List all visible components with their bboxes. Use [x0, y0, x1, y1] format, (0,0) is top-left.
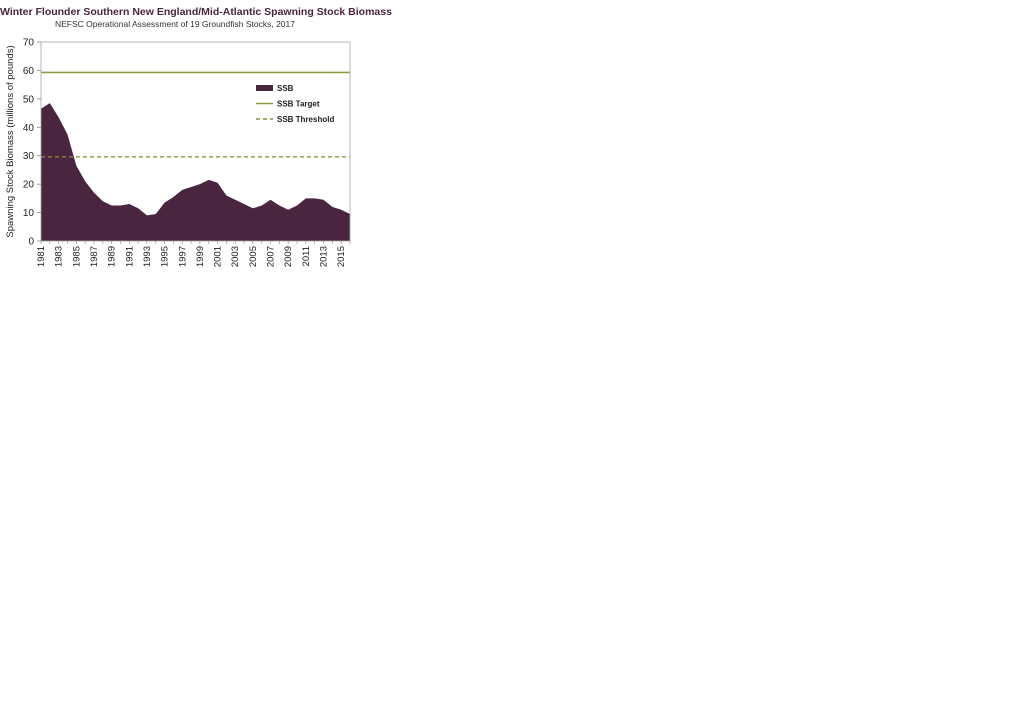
x-tick-label-1991: 1991: [124, 246, 135, 267]
y-tick-label-30: 30: [23, 151, 35, 162]
ssb-point-1997: [182, 189, 183, 190]
x-tick-label-1997: 1997: [177, 246, 188, 267]
ssb-point-1994: [155, 213, 156, 214]
x-tick-label-2015: 2015: [336, 246, 347, 267]
ssb-point-1993: [146, 215, 147, 216]
ssb-point-2011: [305, 198, 306, 199]
ssb-point-2014: [332, 206, 333, 207]
ssb-point-1986: [85, 181, 86, 182]
ssb-point-1991: [129, 204, 130, 205]
legend-label-ssb: SSB: [277, 84, 294, 93]
x-tick-label-1983: 1983: [54, 246, 65, 267]
ssb-point-1983: [58, 117, 59, 118]
x-tick-label-2007: 2007: [266, 246, 277, 267]
x-tick-label-2005: 2005: [248, 246, 259, 267]
ssb-point-1998: [191, 186, 192, 187]
y-tick-label-70: 70: [23, 38, 35, 49]
ssb-point-1989: [111, 205, 112, 206]
ssb-point-2009: [288, 209, 289, 210]
ssb-point-2012: [314, 198, 315, 199]
ssb-point-1999: [199, 184, 200, 185]
chart-title: Winter Flounder Southern New England/Mid…: [0, 6, 392, 18]
ssb-point-2004: [244, 204, 245, 205]
y-tick-label-60: 60: [23, 66, 35, 77]
x-tick-label-1993: 1993: [142, 246, 153, 267]
ssb-point-1990: [120, 205, 121, 206]
ssb-point-1982: [49, 103, 50, 104]
ssb-point-1985: [76, 165, 77, 166]
x-tick-label-2011: 2011: [301, 246, 312, 266]
x-tick-label-1985: 1985: [71, 246, 82, 267]
ssb-point-2010: [297, 205, 298, 206]
y-tick-label-0: 0: [28, 237, 34, 248]
y-tick-label-10: 10: [23, 208, 35, 219]
x-tick-label-2001: 2001: [213, 246, 224, 267]
x-tick-label-2009: 2009: [283, 246, 294, 267]
x-tick-label-2003: 2003: [230, 246, 241, 267]
legend-label-ssb-threshold: SSB Threshold: [277, 115, 334, 124]
ssb-point-2005: [252, 208, 253, 209]
x-tick-label-1989: 1989: [107, 246, 118, 267]
x-tick-label-1987: 1987: [89, 246, 100, 267]
ssb-point-1984: [67, 134, 68, 135]
ssb-point-2013: [323, 199, 324, 200]
ssb-point-1987: [93, 192, 94, 193]
ssb-point-1995: [164, 202, 165, 203]
ssb-point-1996: [173, 196, 174, 197]
ssb-point-2003: [235, 199, 236, 200]
x-tick-label-1999: 1999: [195, 246, 206, 267]
ssb-point-2015: [341, 209, 342, 210]
ssb-point-2007: [270, 199, 271, 200]
y-tick-label-40: 40: [23, 123, 35, 134]
y-tick-label-50: 50: [23, 94, 35, 105]
ssb-point-2008: [279, 205, 280, 206]
ssb-point-2001: [217, 182, 218, 183]
ssb-point-2000: [208, 179, 209, 180]
y-tick-label-20: 20: [23, 180, 35, 191]
x-tick-label-1981: 1981: [36, 246, 47, 267]
chart-subtitle: NEFSC Operational Assessment of 19 Groun…: [54, 19, 295, 29]
ssb-area: [41, 103, 350, 242]
x-tick-label-1995: 1995: [160, 246, 171, 267]
ssb-point-1988: [102, 201, 103, 202]
ssb-point-2002: [226, 195, 227, 196]
ssb-point-2006: [261, 205, 262, 206]
y-axis-label: Spawning Stock Biomass (millions of poun…: [5, 45, 16, 237]
x-tick-label-2013: 2013: [319, 246, 330, 267]
legend-swatch-ssb: [256, 85, 273, 91]
legend-label-ssb-target: SSB Target: [277, 100, 320, 109]
plot-frame: [40, 41, 351, 242]
ssb-point-1992: [138, 208, 139, 209]
